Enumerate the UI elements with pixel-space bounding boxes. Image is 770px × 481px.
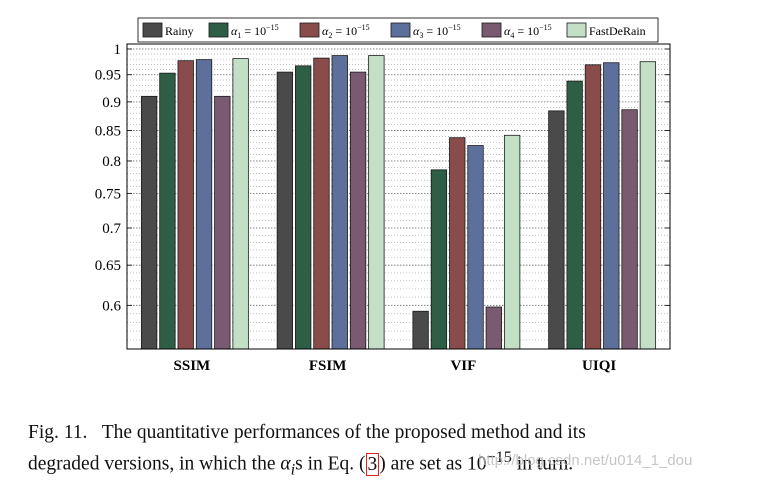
y-tick-label: 0.8 <box>102 154 121 170</box>
bar <box>177 60 194 350</box>
legend-label: FastDeRain <box>589 24 646 38</box>
caption-text-2c: ) are set as 10 <box>379 453 487 475</box>
figure-caption: Fig. 11. The quantitative performances o… <box>28 421 740 481</box>
bar <box>276 71 294 350</box>
legend-swatch <box>481 22 502 38</box>
y-tick-label: 0.9 <box>102 95 121 111</box>
caption-alpha: α <box>280 453 291 475</box>
caption-text-2b: s in Eq. ( <box>295 453 366 475</box>
legend-label: α2 = 10−15 <box>322 23 370 40</box>
bar <box>232 58 249 350</box>
y-tick-label: 1 <box>114 42 122 58</box>
bar <box>214 95 231 350</box>
legend-swatch <box>390 22 411 38</box>
legend-swatch <box>566 22 587 38</box>
equation-reference-link[interactable]: 3 <box>365 452 380 476</box>
caption-exponent: −15 <box>486 448 512 466</box>
bar <box>159 72 176 350</box>
bar <box>603 62 620 350</box>
bar <box>548 110 565 350</box>
bar <box>449 137 466 350</box>
legend-swatch <box>142 22 163 38</box>
caption-alpha-sub: i <box>290 460 296 479</box>
bar <box>295 65 312 350</box>
bar <box>566 80 583 350</box>
caption-text-2d: in turn. <box>511 453 574 475</box>
caption-line-1: Fig. 11. The quantitative performances o… <box>28 421 740 445</box>
plot-frame <box>126 43 671 350</box>
bar <box>349 71 367 350</box>
y-tick-label: 0.85 <box>95 124 121 140</box>
x-category-label: SSIM <box>174 358 211 374</box>
bar <box>331 55 348 350</box>
bar <box>412 310 429 350</box>
bar <box>485 306 502 350</box>
y-tick-label: 0.75 <box>95 186 121 202</box>
legend-label: α3 = 10−15 <box>413 23 461 40</box>
x-category-label: VIF <box>450 358 476 374</box>
legend-label: Rainy <box>165 24 194 38</box>
bar-chart: 0.6 0.65 0.7 0.75 0.8 0.85 0.9 0.95 1 SSIM FSIM VIF… <box>95 17 671 374</box>
caption-line-2: degraded versions, in which the αis in E… <box>28 445 740 481</box>
legend-label: α4 = 10−15 <box>504 23 552 40</box>
caption-text-2a: degraded versions, in which the <box>28 453 281 475</box>
bar <box>621 109 638 350</box>
legend-label: α1 = 10−15 <box>231 23 279 40</box>
bar <box>313 57 330 350</box>
legend-swatch <box>299 22 320 38</box>
caption-fig-label: Fig. 11. <box>28 422 88 443</box>
bar <box>467 145 484 350</box>
bar <box>503 134 521 350</box>
bar <box>584 64 602 350</box>
watermark-text: http://blog.csdn.net/u014_1_dou <box>478 452 693 469</box>
bar <box>140 95 158 350</box>
x-category-label: FSIM <box>309 358 347 374</box>
bar <box>368 55 385 350</box>
caption-text-1: The quantitative performances of the pro… <box>101 422 586 443</box>
bar <box>639 61 657 350</box>
legend-swatch <box>208 22 229 38</box>
bar <box>430 169 448 350</box>
y-tick-label: 0.6 <box>102 298 121 314</box>
y-tick-label: 0.65 <box>95 258 121 274</box>
x-category-label: UIQI <box>582 358 616 374</box>
bar <box>195 59 213 350</box>
y-tick-label: 0.95 <box>95 68 121 84</box>
y-tick-label: 0.7 <box>102 221 121 237</box>
